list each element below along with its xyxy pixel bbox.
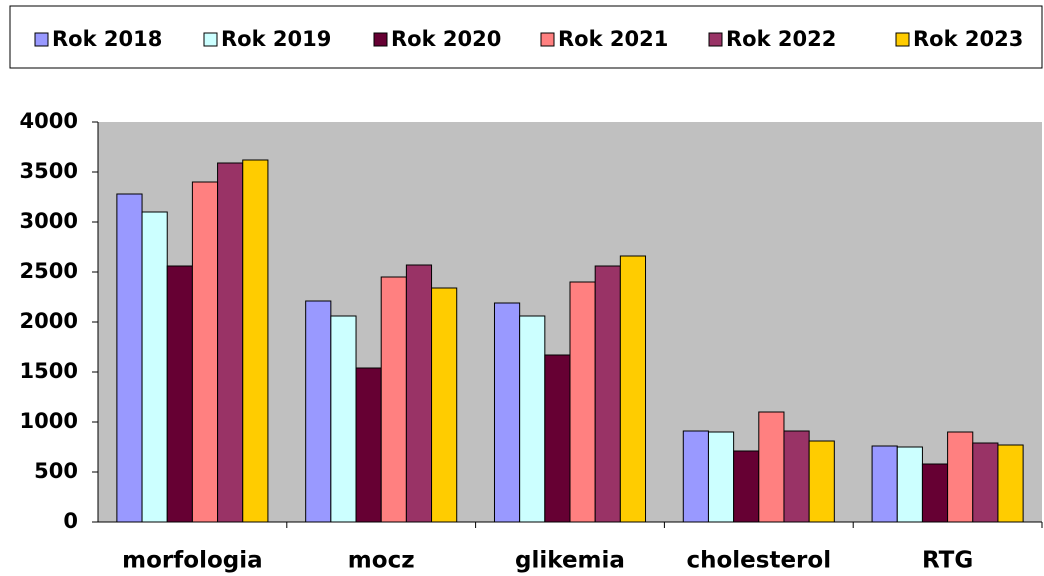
bar — [519, 315, 546, 523]
bar — [493, 302, 521, 523]
y-tick-label: 2500 — [20, 259, 78, 283]
bar — [305, 300, 332, 523]
bar — [330, 315, 357, 523]
bar — [594, 265, 621, 523]
legend-label: Rok 2023 — [913, 27, 1023, 51]
y-tick-label: 3000 — [20, 209, 78, 233]
legend-swatch — [34, 32, 49, 47]
bar — [808, 440, 835, 523]
y-tick-label: 0 — [63, 509, 78, 533]
bar — [733, 450, 760, 523]
bar — [682, 430, 709, 523]
bar — [431, 287, 458, 523]
x-tick-label: RTG — [922, 548, 973, 574]
bar — [217, 162, 244, 523]
y-tick-label: 1000 — [20, 409, 78, 433]
bar — [405, 264, 433, 523]
bar — [242, 159, 269, 523]
bar — [947, 431, 974, 523]
y-tick-label: 2000 — [20, 309, 78, 333]
bar — [544, 354, 571, 523]
bar — [972, 442, 999, 523]
y-tick-label: 4000 — [20, 109, 78, 133]
bar — [997, 444, 1024, 523]
bar — [191, 181, 219, 523]
bar — [783, 430, 810, 523]
x-tick-label: morfologia — [122, 548, 262, 574]
bar — [141, 211, 168, 523]
legend-swatch — [540, 32, 555, 47]
y-tick-label: 500 — [34, 459, 78, 483]
legend-label: Rok 2021 — [558, 27, 668, 51]
legend-label: Rok 2019 — [221, 27, 331, 51]
legend-label: Rok 2018 — [52, 27, 162, 51]
legend-label: Rok 2022 — [726, 27, 836, 51]
legend-swatch — [708, 32, 723, 47]
y-tick-label: 3500 — [20, 159, 78, 183]
bar — [619, 255, 647, 523]
bar — [166, 265, 193, 523]
legend-swatch — [895, 32, 910, 47]
legend-box — [9, 5, 1043, 69]
bar — [871, 445, 898, 523]
bar — [380, 276, 407, 523]
bar — [758, 411, 785, 523]
x-tick-label: mocz — [348, 548, 415, 574]
legend-swatch — [373, 32, 388, 47]
bar — [896, 446, 923, 523]
y-tick-label: 1500 — [20, 359, 78, 383]
x-tick-label: glikemia — [515, 548, 625, 574]
x-tick-label: cholesterol — [686, 548, 831, 574]
bar — [116, 193, 143, 523]
legend-label: Rok 2020 — [391, 27, 501, 51]
bar — [569, 281, 596, 523]
legend-swatch — [203, 32, 218, 47]
bar — [707, 431, 735, 523]
bar — [355, 367, 382, 523]
bar — [921, 463, 949, 523]
